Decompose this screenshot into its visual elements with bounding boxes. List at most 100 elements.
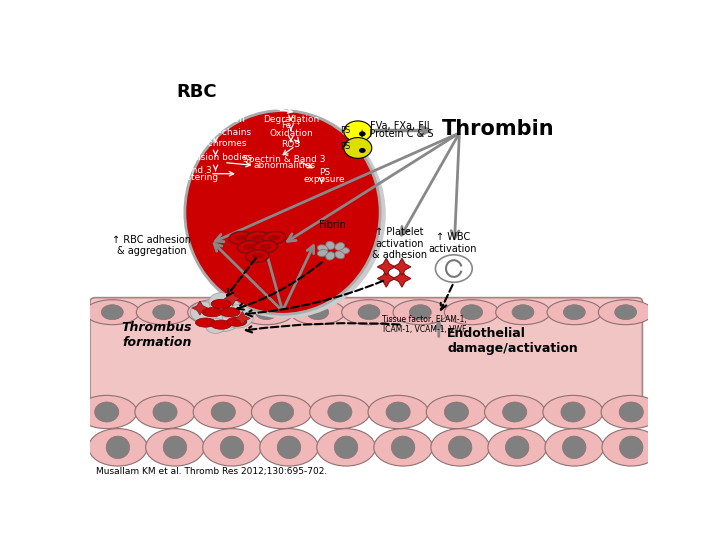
Text: clustering: clustering xyxy=(174,173,219,181)
Ellipse shape xyxy=(449,436,472,458)
Ellipse shape xyxy=(195,318,215,327)
Circle shape xyxy=(190,302,218,322)
Ellipse shape xyxy=(444,402,469,422)
Text: ↓ Protein C & S: ↓ Protein C & S xyxy=(358,129,433,139)
Ellipse shape xyxy=(368,395,428,429)
Ellipse shape xyxy=(505,436,529,458)
Ellipse shape xyxy=(269,402,294,422)
Text: Thrombus
formation: Thrombus formation xyxy=(122,321,192,349)
Ellipse shape xyxy=(260,244,272,250)
Ellipse shape xyxy=(328,402,352,422)
Ellipse shape xyxy=(102,305,123,320)
Ellipse shape xyxy=(135,395,195,429)
Ellipse shape xyxy=(251,395,312,429)
Ellipse shape xyxy=(325,241,335,249)
Ellipse shape xyxy=(598,300,653,325)
Ellipse shape xyxy=(619,402,643,422)
Ellipse shape xyxy=(318,249,328,256)
Text: Excess α-chains: Excess α-chains xyxy=(179,127,251,137)
Text: Thrombin: Thrombin xyxy=(441,119,554,139)
Ellipse shape xyxy=(615,305,636,320)
Ellipse shape xyxy=(254,241,277,253)
Ellipse shape xyxy=(268,235,280,241)
Ellipse shape xyxy=(545,429,603,466)
Ellipse shape xyxy=(145,429,204,466)
Ellipse shape xyxy=(358,305,380,320)
Polygon shape xyxy=(225,292,240,306)
Polygon shape xyxy=(393,270,411,287)
Ellipse shape xyxy=(239,300,294,325)
Text: PS: PS xyxy=(319,168,330,178)
Ellipse shape xyxy=(431,429,490,466)
Text: ROS: ROS xyxy=(282,140,300,149)
Ellipse shape xyxy=(307,305,328,320)
Ellipse shape xyxy=(153,305,174,320)
Ellipse shape xyxy=(193,395,253,429)
Ellipse shape xyxy=(461,305,482,320)
Ellipse shape xyxy=(246,232,269,244)
Circle shape xyxy=(359,148,366,153)
Text: Fibrin: Fibrin xyxy=(319,220,346,230)
Ellipse shape xyxy=(543,395,603,429)
Ellipse shape xyxy=(95,402,119,422)
Ellipse shape xyxy=(602,429,660,466)
Ellipse shape xyxy=(251,235,264,241)
Text: ↑ Platelet
activation
& adhesion: ↑ Platelet activation & adhesion xyxy=(372,227,427,260)
Polygon shape xyxy=(393,258,411,275)
Ellipse shape xyxy=(188,300,243,325)
Circle shape xyxy=(344,138,372,158)
Circle shape xyxy=(209,293,233,311)
Text: Endothelial
damage/activation: Endothelial damage/activation xyxy=(447,327,578,355)
Ellipse shape xyxy=(392,436,415,458)
Ellipse shape xyxy=(561,402,585,422)
Ellipse shape xyxy=(256,305,277,320)
Ellipse shape xyxy=(277,436,301,458)
Text: Degradation: Degradation xyxy=(263,115,319,124)
Text: Tissue factor, ELAM-1,
ICAM-1, VCAM-1, VWF: Tissue factor, ELAM-1, ICAM-1, VCAM-1, V… xyxy=(382,315,467,334)
Ellipse shape xyxy=(290,300,345,325)
Ellipse shape xyxy=(238,241,261,253)
Text: Spectrin & Band 3: Spectrin & Band 3 xyxy=(243,155,325,164)
Text: Inclusion bodies: Inclusion bodies xyxy=(179,153,252,161)
Ellipse shape xyxy=(204,305,226,320)
Ellipse shape xyxy=(227,317,247,326)
Ellipse shape xyxy=(106,436,130,458)
Polygon shape xyxy=(192,301,208,315)
Ellipse shape xyxy=(393,300,448,325)
Text: Hemoglobin: Hemoglobin xyxy=(251,102,309,111)
Ellipse shape xyxy=(89,429,147,466)
Text: Hemichromes: Hemichromes xyxy=(184,139,247,148)
Ellipse shape xyxy=(342,300,396,325)
Ellipse shape xyxy=(386,402,410,422)
Ellipse shape xyxy=(211,320,231,329)
Polygon shape xyxy=(377,258,395,275)
Ellipse shape xyxy=(310,395,370,429)
Text: abnormalities: abnormalities xyxy=(253,161,315,170)
Ellipse shape xyxy=(426,395,487,429)
Ellipse shape xyxy=(444,300,499,325)
Ellipse shape xyxy=(229,232,252,244)
Text: RBC: RBC xyxy=(176,83,217,101)
Ellipse shape xyxy=(547,300,602,325)
Ellipse shape xyxy=(495,300,550,325)
Ellipse shape xyxy=(335,242,345,250)
Text: FVa, FXa, FII: FVa, FXa, FII xyxy=(370,122,430,131)
Text: PS: PS xyxy=(341,142,351,151)
Ellipse shape xyxy=(562,436,586,458)
Ellipse shape xyxy=(485,395,545,429)
Ellipse shape xyxy=(76,395,137,429)
Ellipse shape xyxy=(374,429,433,466)
Polygon shape xyxy=(377,270,395,287)
Text: Musallam KM et al. Thromb Res 2012;130:695-702.: Musallam KM et al. Thromb Res 2012;130:6… xyxy=(96,467,327,476)
Ellipse shape xyxy=(410,305,431,320)
Circle shape xyxy=(205,319,225,333)
Ellipse shape xyxy=(503,402,527,422)
Ellipse shape xyxy=(85,300,140,325)
Ellipse shape xyxy=(325,252,335,260)
Ellipse shape xyxy=(211,299,231,308)
Ellipse shape xyxy=(185,111,386,319)
Circle shape xyxy=(218,305,235,317)
Ellipse shape xyxy=(601,395,662,429)
Circle shape xyxy=(222,305,253,328)
Text: Band 3: Band 3 xyxy=(180,166,212,176)
